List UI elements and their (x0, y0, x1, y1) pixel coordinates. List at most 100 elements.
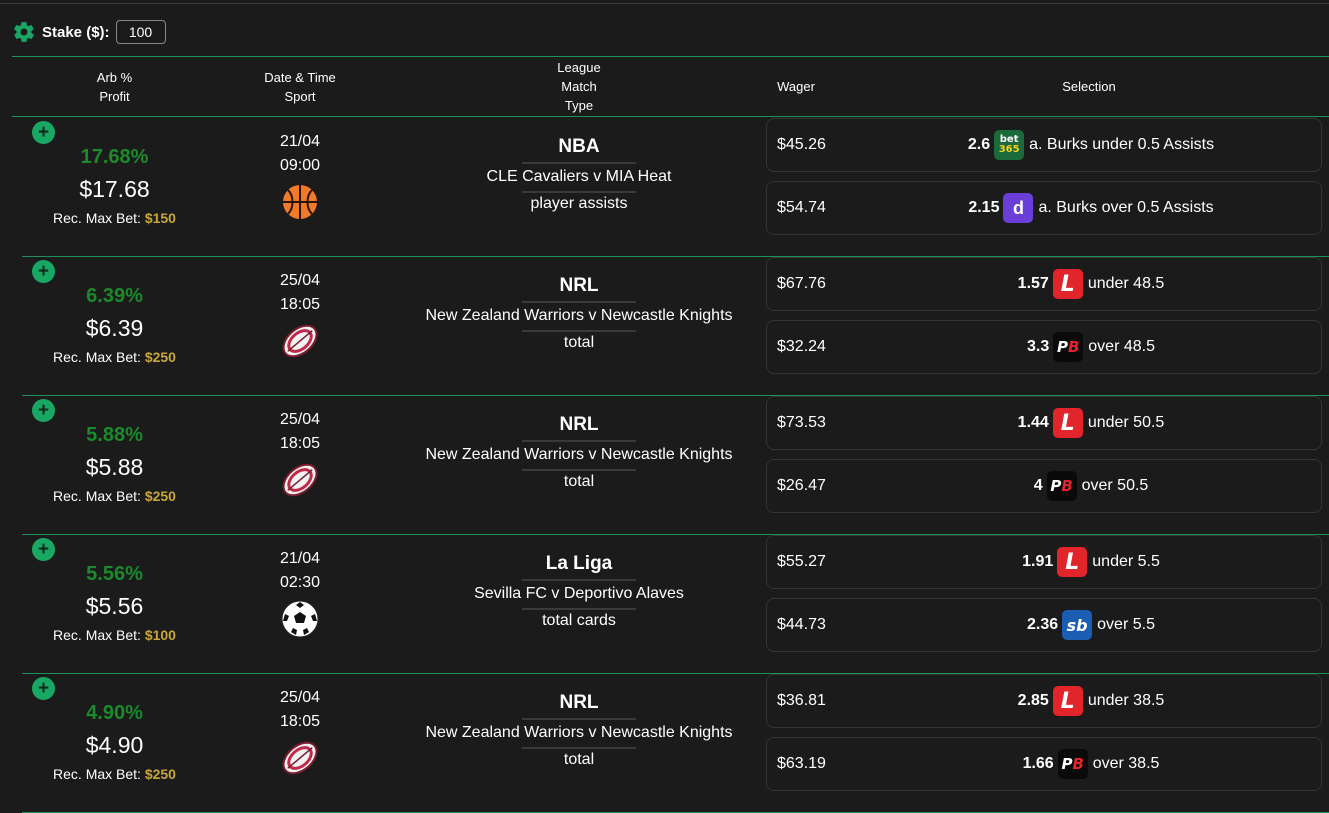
divider (522, 469, 636, 471)
ladbrokes-logo-icon: L (1052, 269, 1083, 299)
wager-amount: $45.26 (777, 136, 826, 153)
profit-value: $17.68 (79, 176, 150, 202)
stake-input[interactable] (115, 20, 166, 44)
event-time: 18:05 (279, 713, 321, 730)
arb-percent: 4.90% (86, 702, 143, 724)
wager-amount: $36.81 (777, 692, 826, 709)
league-name: NRL (559, 414, 599, 435)
header-date-sport: Date & Time Sport (250, 57, 350, 116)
selection-label: under 50.5 (1087, 414, 1165, 431)
wager-amount: $44.73 (777, 616, 826, 633)
selection-label: under 38.5 (1087, 692, 1165, 709)
selection-label: over 48.5 (1088, 338, 1155, 355)
market-type: total (563, 473, 595, 490)
ladbrokes-logo-icon: L (1057, 547, 1088, 577)
selection-label: a. Burks under 0.5 Assists (1029, 136, 1215, 153)
table-row: +5.88% $5.88 Rec. Max Bet: $250 25/04 18:05 N… (22, 396, 1329, 535)
wager-amount: $32.24 (777, 338, 826, 355)
bet-leg[interactable]: $54.74 2.15 d a. Burks over 0.5 Assists (766, 181, 1322, 235)
add-bet-button[interactable]: + (32, 121, 55, 144)
bet-leg[interactable]: $44.73 2.36 sb over 5.5 (766, 598, 1322, 652)
divider (522, 330, 636, 332)
event-date: 25/04 (279, 272, 321, 289)
rec-max-bet: Rec. Max Bet: $250 (42, 488, 187, 504)
match-name: New Zealand Warriors v Newcastle Knights (425, 446, 733, 463)
ladbrokes-logo-icon: L (1052, 408, 1083, 438)
odds-value: 3.3 (1027, 338, 1050, 355)
header-sport-label: Sport (284, 88, 316, 104)
header-arb-profit: Arb % Profit (42, 57, 187, 116)
market-type: total cards (542, 612, 616, 629)
rec-max-bet-value: $250 (144, 766, 176, 782)
selection-label: a. Burks over 0.5 Assists (1038, 199, 1214, 216)
match-name: New Zealand Warriors v Newcastle Knights (425, 724, 733, 741)
profit-value: $4.90 (85, 732, 144, 758)
bet-leg[interactable]: $45.26 2.6 bet 365 a. Burks under 0.5 Assist… (766, 118, 1322, 172)
arb-percent: 17.68% (80, 146, 149, 168)
odds-value: 4 (1033, 477, 1043, 494)
add-bet-button[interactable]: + (32, 399, 55, 422)
rec-max-bet-value: $250 (144, 349, 176, 365)
divider (522, 301, 636, 303)
stake-bar: Stake ($): (12, 18, 166, 46)
header-selection: Selection (1039, 57, 1139, 116)
gear-icon[interactable] (12, 20, 36, 44)
table-row: +17.68% $17.68 Rec. Max Bet: $150 21/04 09:0… (22, 118, 1329, 257)
rec-max-bet-label: Rec. Max Bet: (53, 210, 141, 226)
divider (522, 162, 636, 164)
odds-value: 2.15 (968, 199, 1000, 216)
header-arb-label: Arb % (96, 69, 133, 85)
rec-max-bet-value: $150 (144, 210, 176, 226)
odds-value: 1.44 (1017, 414, 1049, 431)
divider (522, 440, 636, 442)
wager-amount: $63.19 (777, 755, 826, 772)
divider (522, 718, 636, 720)
league-name: NBA (558, 136, 600, 157)
rec-max-bet: Rec. Max Bet: $250 (42, 766, 187, 782)
add-bet-button[interactable]: + (32, 538, 55, 561)
market-type: total (563, 751, 595, 768)
table-row: +6.39% $6.39 Rec. Max Bet: $250 25/04 18:05 N… (22, 257, 1329, 396)
selection: 2.15 d a. Burks over 0.5 Assists (947, 182, 1235, 234)
odds-value: 2.36 (1027, 616, 1059, 633)
divider (522, 579, 636, 581)
wager-amount: $26.47 (777, 477, 826, 494)
rec-max-bet: Rec. Max Bet: $250 (42, 349, 187, 365)
header-match-label: Match (561, 79, 597, 94)
arb-percent: 5.88% (86, 424, 143, 446)
add-bet-button[interactable]: + (32, 677, 55, 700)
selection-label: under 5.5 (1092, 553, 1160, 570)
rugby-ball-icon (280, 321, 320, 361)
table-header: Arb % Profit Date & Time Sport League Ma… (12, 56, 1329, 117)
table-row: +5.56% $5.56 Rec. Max Bet: $100 21/04 02:30 L… (22, 535, 1329, 674)
league-name: NRL (559, 692, 599, 713)
arb-percent: 5.56% (86, 563, 143, 585)
add-bet-button[interactable]: + (32, 260, 55, 283)
basketball-icon (280, 182, 320, 222)
divider (522, 747, 636, 749)
header-wager-label: Wager (777, 79, 815, 94)
selection: 2.6 bet 365 a. Burks under 0.5 Assists (947, 119, 1235, 171)
selection-label: under 48.5 (1087, 275, 1165, 292)
event-date: 21/04 (279, 133, 321, 150)
league-name: La Liga (545, 553, 613, 574)
dabble-logo-icon: d (1003, 193, 1034, 223)
header-selection-label: Selection (1062, 79, 1116, 94)
top-border (0, 3, 1329, 4)
selection: 2.36 sb over 5.5 (947, 599, 1235, 651)
rec-max-bet-label: Rec. Max Bet: (53, 627, 141, 643)
wager-amount: $73.53 (777, 414, 826, 431)
rec-max-bet: Rec. Max Bet: $150 (42, 210, 187, 226)
divider (522, 608, 636, 610)
